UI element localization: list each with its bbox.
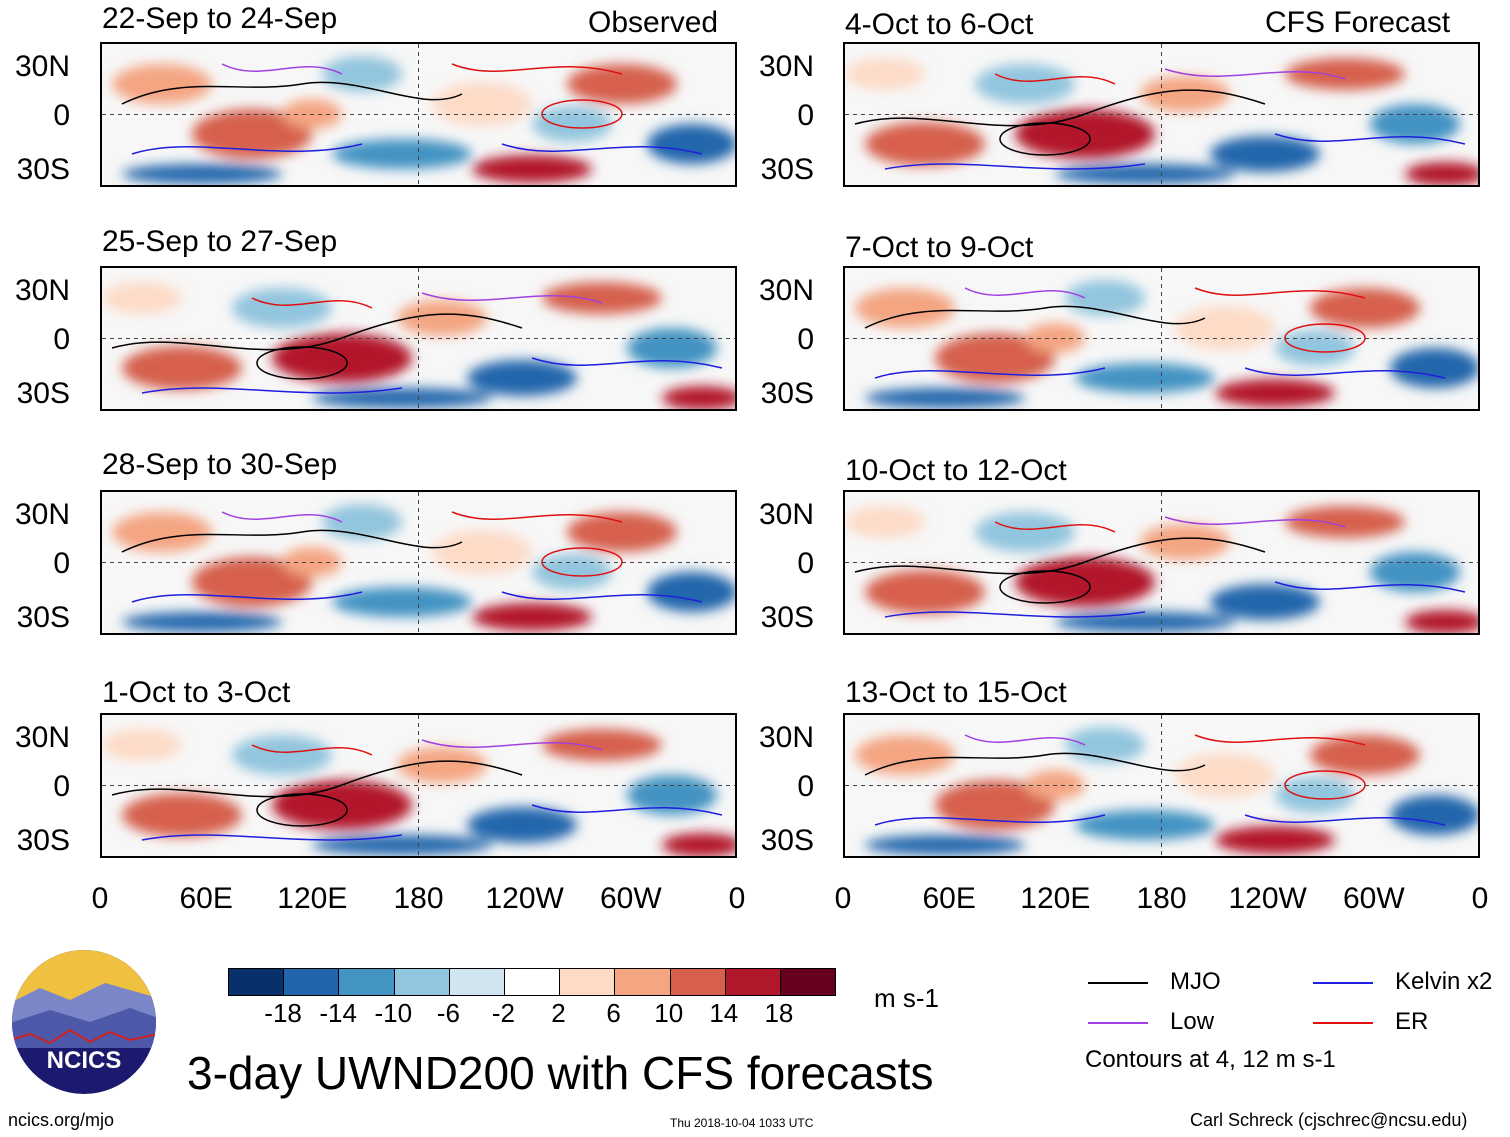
- panel-title: 28-Sep to 30-Sep: [102, 448, 338, 481]
- colorbar-tick: 6: [606, 998, 621, 1028]
- colorbar-swatch: [229, 969, 285, 995]
- lat-label: 30S: [16, 824, 70, 857]
- colorbar-swatch: [560, 969, 616, 995]
- map-panel-forecast-2: [843, 266, 1480, 411]
- legend-swatch: [1313, 1022, 1373, 1024]
- lon-label: 120W: [1228, 882, 1307, 915]
- colorbar-tick: 2: [551, 998, 566, 1028]
- lat-label: 30S: [16, 601, 70, 634]
- lon-label: 120W: [485, 882, 564, 915]
- lat-label: 0: [797, 770, 814, 803]
- lon-label: 120E: [277, 882, 348, 915]
- lat-label: 30S: [760, 377, 814, 410]
- map-panel-forecast-1: [843, 42, 1480, 187]
- lon-label: 0: [728, 882, 746, 915]
- lat-label: 0: [797, 323, 814, 356]
- lat-label: 30N: [14, 498, 70, 531]
- lon-label: 60E: [922, 882, 976, 915]
- lon-label: 60W: [599, 882, 662, 915]
- lon-label: 60W: [1342, 882, 1405, 915]
- legend-label: ER: [1395, 1008, 1429, 1035]
- colorbar: [228, 968, 836, 996]
- colorbar-tick: -14: [319, 998, 357, 1028]
- lat-label: 30S: [760, 153, 814, 186]
- main-title: 3-day UWND200 with CFS forecasts: [187, 1047, 934, 1099]
- colorbar-swatch: [504, 969, 561, 995]
- map-panel-forecast-4: [843, 713, 1480, 858]
- colorbar-swatch: [725, 969, 781, 995]
- colorbar-tick: -6: [436, 998, 460, 1028]
- panel-title: 13-Oct to 15-Oct: [845, 676, 1067, 709]
- colorbar-tick: 10: [654, 998, 684, 1028]
- colorbar-tick: -2: [491, 998, 516, 1028]
- lat-label: 30S: [16, 377, 70, 410]
- lon-label: 0: [834, 882, 852, 915]
- legend-label: Low: [1170, 1008, 1215, 1035]
- legend-swatch: [1088, 982, 1148, 984]
- colorbar-swatch: [670, 969, 726, 995]
- ncics-logo: NCICS: [10, 948, 158, 1096]
- panel-title: 4-Oct to 6-Oct: [845, 8, 1034, 41]
- colorbar-units: m s-1: [874, 983, 939, 1013]
- lat-label: 0: [53, 323, 70, 356]
- map-panel-observed-1: [100, 42, 737, 187]
- panel-title: 25-Sep to 27-Sep: [102, 225, 338, 258]
- panel-title: 1-Oct to 3-Oct: [102, 676, 291, 709]
- legend-note: Contours at 4, 12 m s-1: [1085, 1046, 1336, 1073]
- colorbar-swatch: [394, 969, 450, 995]
- lat-label: 30N: [758, 498, 814, 531]
- lat-label: 30N: [758, 50, 814, 83]
- site-url[interactable]: ncics.org/mjo: [8, 1110, 115, 1130]
- lat-label: 0: [53, 770, 70, 803]
- lat-label: 30N: [14, 721, 70, 754]
- map-panel-observed-2: [100, 266, 737, 411]
- lon-label: 0: [91, 882, 109, 915]
- lat-label: 0: [797, 99, 814, 132]
- colorbar-tick: -10: [374, 998, 413, 1028]
- lon-label: 0: [1471, 882, 1489, 915]
- lat-label: 30N: [758, 274, 814, 307]
- lat-label: 30N: [14, 274, 70, 307]
- colorbar-swatch: [780, 969, 836, 995]
- legend-label: MJO: [1170, 968, 1221, 995]
- lat-label: 0: [797, 547, 814, 580]
- lon-label: 120E: [1020, 882, 1091, 915]
- lon-label: 180: [1136, 882, 1187, 915]
- lat-label: 30S: [16, 153, 70, 186]
- timestamp: Thu 2018-10-04 1033 UTC: [670, 1116, 814, 1130]
- lat-label: 30S: [760, 601, 814, 634]
- panel-title: 10-Oct to 12-Oct: [845, 454, 1067, 487]
- legend-swatch: [1313, 982, 1373, 984]
- observed-label: Observed: [588, 6, 719, 39]
- lon-label: 180: [393, 882, 444, 915]
- author: Carl Schreck (cjschrec@ncsu.edu): [1190, 1110, 1468, 1130]
- forecast-label: CFS Forecast: [1265, 6, 1451, 39]
- lat-label: 0: [53, 99, 70, 132]
- legend-label: Kelvin x2: [1395, 968, 1493, 995]
- panel-title: 7-Oct to 9-Oct: [845, 231, 1034, 264]
- logo-text: NCICS: [47, 1047, 122, 1074]
- map-panel-observed-4: [100, 713, 737, 858]
- lat-label: 30S: [760, 824, 814, 857]
- lon-label: 60E: [179, 882, 233, 915]
- lat-label: 30N: [758, 721, 814, 754]
- panel-title: 22-Sep to 24-Sep: [102, 2, 338, 35]
- colorbar-swatch: [449, 969, 505, 995]
- lat-label: 0: [53, 547, 70, 580]
- colorbar-tick: -18: [264, 998, 302, 1028]
- colorbar-swatch: [284, 969, 340, 995]
- colorbar-swatch: [339, 969, 395, 995]
- colorbar-tick: 18: [764, 998, 794, 1028]
- legend-swatch: [1088, 1022, 1148, 1024]
- map-panel-observed-3: [100, 490, 737, 635]
- map-panel-forecast-3: [843, 490, 1480, 635]
- colorbar-tick: 14: [709, 998, 739, 1028]
- colorbar-swatch: [615, 969, 671, 995]
- lat-label: 30N: [14, 50, 70, 83]
